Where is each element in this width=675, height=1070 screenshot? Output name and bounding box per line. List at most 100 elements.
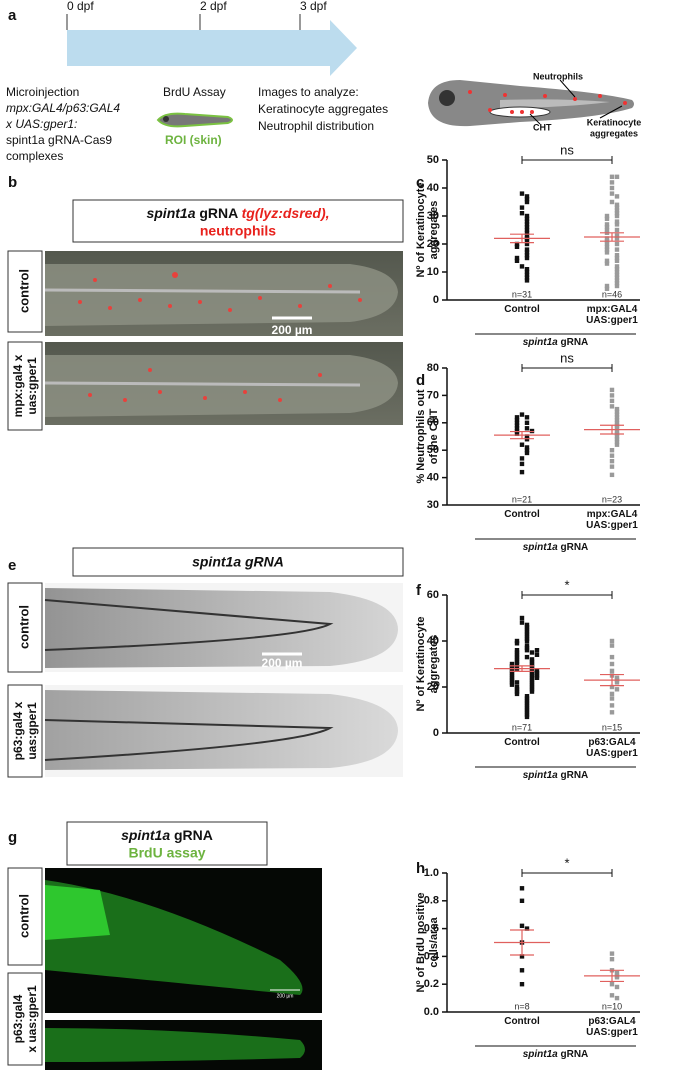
row-box <box>7 684 43 778</box>
data-point <box>524 216 530 221</box>
timeline-label: 3 dpf <box>300 0 327 13</box>
data-point <box>609 684 615 690</box>
data-point <box>524 707 530 713</box>
data-point <box>529 684 535 690</box>
x-tick-label-box: mpx:GAL4 UAS:gper1 <box>586 304 638 326</box>
header: spint1a gRNA tg(lyz:dsred), <box>146 205 329 221</box>
panel-label: a <box>8 7 17 24</box>
data-point <box>524 426 530 431</box>
data-point <box>524 247 530 252</box>
data-point <box>524 233 530 238</box>
data-point <box>529 680 535 685</box>
data-point <box>614 272 620 277</box>
data-point <box>534 648 540 653</box>
micrograph <box>44 583 403 777</box>
data-point <box>614 219 620 224</box>
header-part: spint1a <box>146 205 195 221</box>
data-point <box>614 211 620 216</box>
n-label: n=8 <box>514 1001 529 1011</box>
fish-eye <box>163 116 169 122</box>
micrograph <box>44 251 403 425</box>
data-point <box>609 993 615 998</box>
data-point <box>609 448 615 453</box>
data-point <box>614 213 620 219</box>
fish-diagram <box>428 79 634 127</box>
data-point <box>524 199 530 205</box>
step-text: BrdU Assay <box>163 85 226 99</box>
group-label-part: spint1a <box>523 1049 558 1060</box>
data-point <box>614 255 620 261</box>
data-point <box>614 420 620 425</box>
data-point <box>614 434 620 439</box>
significance-label: * <box>564 855 569 870</box>
x-tick-label-box: Control <box>504 509 540 520</box>
group-label-part: spint1a <box>523 542 558 553</box>
header-part: neutrophils <box>200 223 276 239</box>
data-point <box>614 233 620 238</box>
roi-label: ROI (skin) <box>165 133 222 147</box>
row-box <box>7 341 43 431</box>
x-tick-label: Control <box>504 304 540 315</box>
panel-label: c <box>416 174 424 191</box>
data-point <box>524 213 530 219</box>
group-label-part: spint1a <box>523 770 558 781</box>
data-point <box>529 671 535 676</box>
data-point <box>609 398 615 404</box>
data-point <box>614 205 620 210</box>
timeline-label: 2 dpf <box>200 0 227 13</box>
row-label: uas:gper1 <box>25 357 39 415</box>
data-point <box>534 652 540 657</box>
data-point <box>524 698 530 703</box>
micrograph <box>45 868 322 1070</box>
data-point <box>614 428 620 434</box>
data-point <box>609 464 615 469</box>
y-tick-label: 1.0 <box>424 867 439 879</box>
data-point <box>614 437 620 442</box>
group-label-part: gRNA <box>561 542 589 553</box>
data-point <box>514 241 520 247</box>
data-point <box>604 258 610 263</box>
n-label: n=23 <box>602 494 622 504</box>
data-point <box>524 239 530 244</box>
data-point <box>614 258 620 263</box>
row-box <box>7 867 43 966</box>
y-axis-label: aggregates <box>428 635 440 694</box>
data-point <box>524 278 530 283</box>
y-tick-label: 0.6 <box>424 923 439 935</box>
data-point <box>604 216 610 221</box>
data-point <box>604 225 610 230</box>
step-text: Microinjection <box>6 85 79 99</box>
data-point <box>524 629 530 634</box>
data-point <box>514 654 520 660</box>
data-point <box>519 954 525 959</box>
data-point <box>609 472 615 478</box>
header-part: gRNA <box>199 205 238 221</box>
data-point <box>519 923 525 929</box>
data-point <box>529 673 535 678</box>
x-tick-label-box: Control <box>504 304 540 315</box>
data-point <box>534 671 540 676</box>
data-point <box>524 622 530 628</box>
data-point <box>514 415 520 420</box>
data-point <box>524 654 530 660</box>
y-axis-label: Nº of Keratinocyte <box>415 182 427 277</box>
group-label: spint1a gRNA <box>523 770 589 781</box>
data-point <box>524 197 530 202</box>
data-point <box>609 387 615 393</box>
data-point <box>609 956 615 962</box>
group-label: spint1a gRNA <box>523 337 589 348</box>
data-point <box>609 638 615 644</box>
data-point <box>609 199 615 205</box>
y-tick-label: 50 <box>427 444 439 456</box>
row-label: control <box>16 894 31 938</box>
data-point <box>614 269 620 275</box>
group-label-part: spint1a <box>523 337 558 348</box>
data-point <box>524 194 530 199</box>
data-point <box>514 650 520 655</box>
data-point <box>514 659 520 664</box>
data-point <box>609 951 615 956</box>
header: spint1a gRNA <box>192 554 284 570</box>
data-point <box>604 283 610 289</box>
